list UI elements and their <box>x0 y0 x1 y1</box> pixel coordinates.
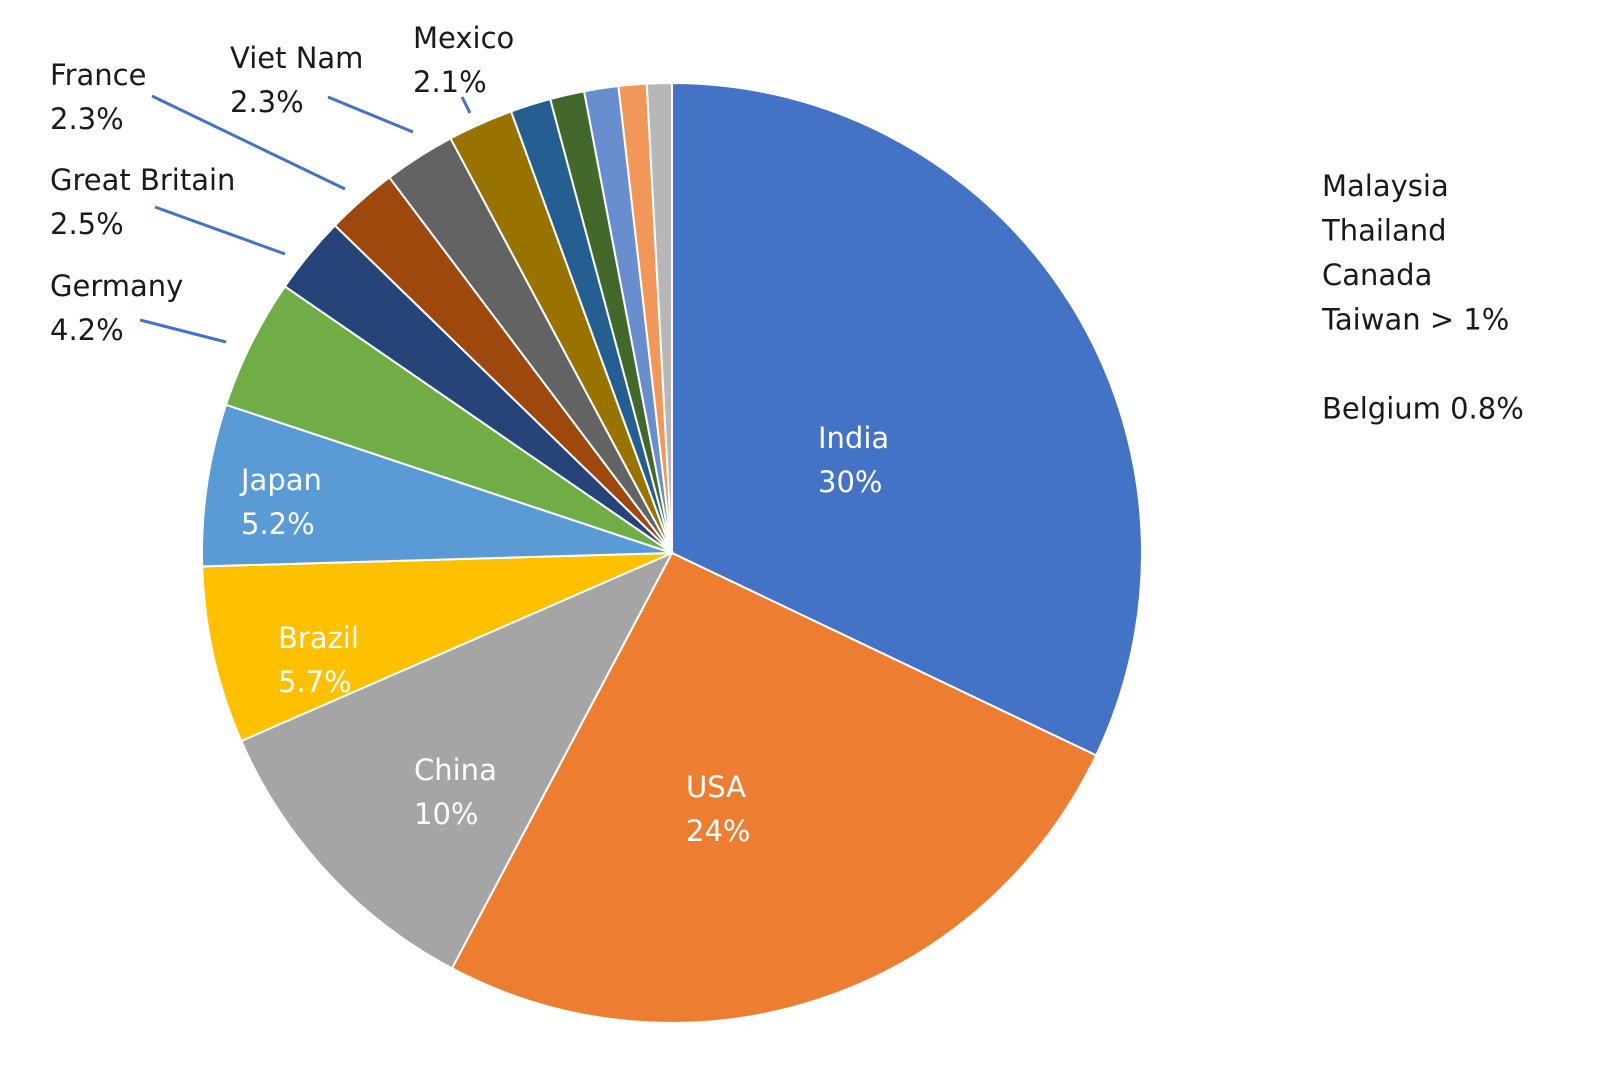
slice-belgium <box>645 81 673 554</box>
side-note: Malaysia Thailand Canada Taiwan > 1% Belgium… <box>1321 169 1524 426</box>
label-viet-nam: Viet Nam 2.3% <box>230 41 363 119</box>
leader-viet-nam <box>327 95 414 134</box>
pie-slices <box>201 81 1143 1024</box>
label-france: France 2.3% <box>50 58 146 136</box>
slice-usa <box>450 551 1098 1024</box>
leader-france <box>151 94 346 191</box>
leader-lines <box>139 94 472 344</box>
slice-japan <box>201 403 673 568</box>
slice-china <box>239 550 675 970</box>
label-japan: Japan 5.2% <box>239 463 322 541</box>
label-mexico: Mexico 2.1% <box>413 21 514 99</box>
label-india: India 30% <box>818 421 889 499</box>
side-note-line: Thailand <box>1321 214 1447 248</box>
slice-india <box>671 81 1143 757</box>
label-usa: USA 24% <box>686 770 750 848</box>
leader-great-britain <box>154 205 286 256</box>
label-great-britain: Great Britain 2.5% <box>50 163 235 241</box>
leader-germany <box>139 318 227 344</box>
side-note-line: Malaysia <box>1322 169 1449 203</box>
label-germany: Germany 4.2% <box>50 269 183 347</box>
side-note-line: Canada <box>1322 258 1432 292</box>
side-note-line: Taiwan > 1% <box>1321 303 1509 337</box>
slice-brazil <box>201 552 673 743</box>
slice-labels: India 30% USA 24% China 10% Brazil 5.7% Japan 5.2… <box>50 21 889 848</box>
label-china: China 10% <box>414 753 497 831</box>
leader-mexico <box>460 96 472 114</box>
label-brazil: Brazil 5.7% <box>278 621 359 699</box>
side-note-line: Belgium 0.8% <box>1322 392 1524 426</box>
